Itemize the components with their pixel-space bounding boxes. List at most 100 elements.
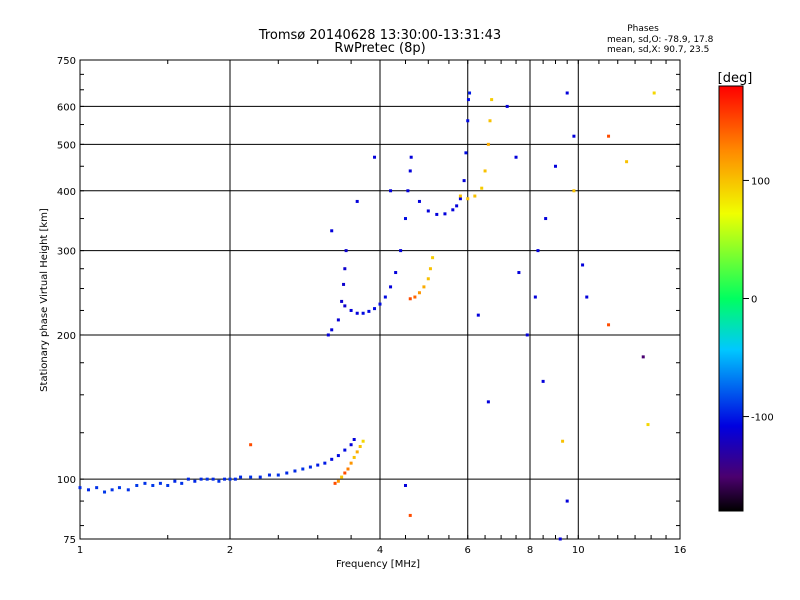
data-point <box>389 285 393 289</box>
x-tick-label: 8 <box>527 545 533 556</box>
data-point <box>211 477 215 481</box>
data-point <box>330 457 334 461</box>
data-point <box>480 186 484 190</box>
data-point <box>166 483 170 487</box>
data-point <box>483 169 487 173</box>
data-point <box>358 444 362 448</box>
data-point <box>352 438 356 442</box>
data-point <box>308 465 312 469</box>
x-tick-label: 10 <box>572 545 585 556</box>
data-point <box>330 229 334 233</box>
data-point <box>373 155 377 159</box>
data-point <box>293 469 297 473</box>
data-point <box>285 471 289 475</box>
data-point <box>505 104 509 108</box>
data-point <box>561 439 565 443</box>
data-point <box>199 477 203 481</box>
data-point <box>431 256 435 260</box>
data-point <box>458 194 462 198</box>
y-axis-label: Stationary phase Virtual Height [km] <box>39 208 50 392</box>
data-point <box>316 463 320 467</box>
data-point <box>473 194 477 198</box>
data-point <box>541 379 545 383</box>
phases-title: Phases <box>627 24 659 34</box>
data-point <box>205 477 209 481</box>
data-point <box>361 439 365 443</box>
data-point <box>408 297 412 301</box>
data-point <box>342 282 346 286</box>
data-point <box>409 155 413 159</box>
data-point <box>173 479 177 483</box>
colorbar <box>718 85 744 512</box>
y-tick-label: 750 <box>57 56 76 67</box>
data-point <box>553 164 557 168</box>
data-point <box>336 318 340 322</box>
y-tick-label: 400 <box>57 187 76 198</box>
data-point <box>514 155 518 159</box>
data-point <box>458 197 462 201</box>
data-points <box>78 91 656 541</box>
data-point <box>349 443 353 447</box>
data-point <box>565 499 569 503</box>
data-point <box>249 443 253 447</box>
data-point <box>443 212 447 216</box>
x-tick-label: 2 <box>227 545 233 556</box>
data-point <box>466 119 470 123</box>
data-point <box>403 483 407 487</box>
data-point <box>326 333 330 337</box>
y-tick-label: 500 <box>57 140 76 151</box>
colorbar-tick-label: 100 <box>751 176 770 187</box>
data-point <box>258 475 262 479</box>
data-point <box>276 473 280 477</box>
data-point <box>403 217 407 221</box>
colorbar-tick-label: 0 <box>751 295 757 306</box>
x-tick-label: 4 <box>377 545 383 556</box>
data-point <box>525 333 529 337</box>
data-point <box>239 475 243 479</box>
data-point <box>435 212 439 216</box>
data-point <box>468 91 472 95</box>
data-point <box>117 486 121 490</box>
x-tick-label: 6 <box>465 545 471 556</box>
data-point <box>641 355 645 359</box>
data-point <box>408 513 412 517</box>
data-point <box>267 473 271 477</box>
chart-subtitle: RwPretec (8p) <box>334 41 425 56</box>
gridlines <box>80 60 680 539</box>
data-point <box>646 423 650 427</box>
data-point <box>336 479 340 483</box>
data-point <box>565 91 569 95</box>
data-point <box>361 311 365 315</box>
x-tick-labels: 1 2 4 6 8 10 16 <box>77 545 687 556</box>
data-point <box>143 481 147 485</box>
data-point <box>343 471 347 475</box>
phases-mean-o: mean, sd,O: -78.9, 17.8 <box>607 35 714 45</box>
data-point <box>86 488 90 492</box>
data-point <box>572 189 576 193</box>
data-point <box>455 204 459 208</box>
axis-ticks <box>79 59 681 539</box>
data-point <box>408 169 412 173</box>
x-axis-label: Frequency [MHz] <box>336 559 420 570</box>
data-point <box>572 134 576 138</box>
chart-title: Tromsø 20140628 13:30:00-13:31:43 <box>258 28 501 43</box>
data-point <box>323 461 327 465</box>
data-point <box>126 488 130 492</box>
data-point <box>355 199 359 203</box>
data-point <box>340 299 344 303</box>
data-point <box>217 479 221 483</box>
data-point <box>486 142 490 146</box>
data-point <box>228 477 232 481</box>
data-point <box>488 119 492 123</box>
data-point <box>355 450 359 454</box>
data-point <box>466 98 470 102</box>
data-point <box>349 461 353 465</box>
data-point <box>394 271 398 275</box>
data-point <box>417 199 421 203</box>
data-point <box>406 189 410 193</box>
data-point <box>490 98 494 102</box>
data-point <box>103 490 107 494</box>
colorbar-tick-label: -100 <box>751 413 774 424</box>
data-point <box>399 249 403 253</box>
data-point <box>389 189 393 193</box>
